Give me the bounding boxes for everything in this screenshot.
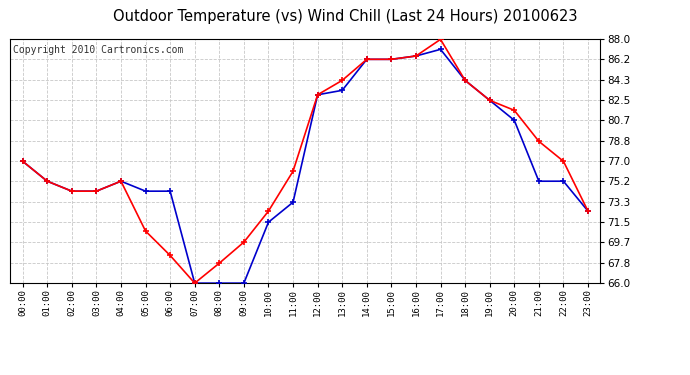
Text: Outdoor Temperature (vs) Wind Chill (Last 24 Hours) 20100623: Outdoor Temperature (vs) Wind Chill (Las… — [112, 9, 578, 24]
Text: Copyright 2010 Cartronics.com: Copyright 2010 Cartronics.com — [13, 45, 184, 56]
